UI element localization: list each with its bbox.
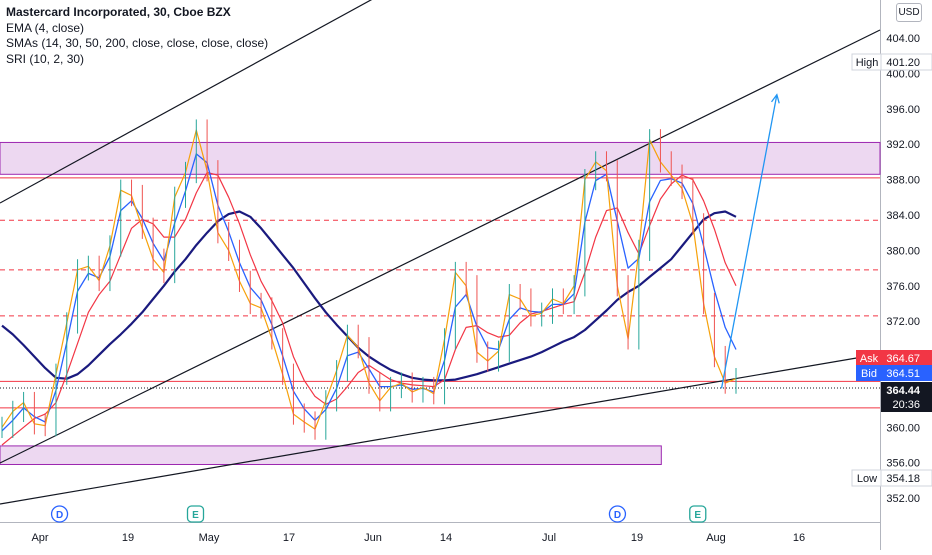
projection-arrow-head [770, 93, 780, 104]
time-tick-label: 19 [631, 532, 643, 544]
price-tick-label: 400.00 [886, 68, 920, 80]
quote-name-box [856, 350, 882, 366]
time-tick-label: 14 [440, 532, 452, 544]
time-tick-label: 16 [793, 532, 805, 544]
dividend-marker [608, 505, 627, 523]
stat-label-name: High [856, 57, 879, 69]
price-axis-background [880, 0, 932, 550]
earnings-marker [689, 505, 707, 523]
quote-name: Ask [860, 353, 879, 365]
stat-value-box [880, 469, 932, 487]
quote-value-box [881, 365, 932, 381]
stat-label-name: Low [857, 473, 877, 485]
quote-value-box [881, 350, 932, 366]
trend-line-upper-channel [0, 29, 881, 464]
price-tick-label: 372.00 [886, 316, 920, 328]
price-tick-label: 392.00 [886, 139, 920, 151]
stat-value-box [880, 53, 932, 71]
quote-value: 364.67 [886, 353, 920, 365]
price-tick-label: 384.00 [886, 210, 920, 222]
price-tick-label: 396.00 [886, 104, 920, 116]
marker-label: E [192, 510, 199, 521]
last-price-box [881, 382, 932, 412]
time-tick-label: Jul [542, 532, 556, 544]
zone-rect [0, 141, 881, 175]
time-axis-background [0, 522, 880, 550]
marker-label: D [56, 510, 63, 521]
price-tick-label: 360.00 [886, 422, 920, 434]
indicator-smas[interactable]: SMAs (14, 30, 50, 200, close, close, clo… [6, 36, 269, 50]
quote-value: 364.51 [886, 368, 920, 380]
time-tick-label: Apr [31, 532, 48, 544]
trend-line-upper-left [0, 0, 373, 204]
zone-rect [0, 445, 662, 465]
marker-label: E [694, 510, 701, 521]
price-tick-label: 388.00 [886, 175, 920, 187]
stat-value: 354.18 [886, 473, 920, 485]
price-tick-label: 352.00 [886, 493, 920, 505]
projection-arrow-line [720, 94, 778, 389]
indicator-sri[interactable]: SRI (10, 2, 30) [6, 51, 85, 66]
chart-title: Mastercard Incorporated, 30, Cboe BZX [6, 5, 231, 19]
time-tick-label: May [199, 532, 220, 544]
time-tick-label: 19 [122, 532, 134, 544]
chart-legend: Mastercard Incorporated, 30, Cboe BZX EM… [6, 5, 268, 67]
stat-value: 401.20 [886, 57, 920, 69]
price-tick-label: 380.00 [886, 245, 920, 257]
price-tick-label: 356.00 [886, 458, 920, 470]
price-tick-label: 404.00 [886, 33, 920, 45]
sma-14-line [1, 171, 737, 446]
time-tick-label: Jun [364, 532, 382, 544]
dividend-marker [50, 505, 69, 523]
indicator-ema[interactable]: EMA (4, close) [6, 20, 85, 35]
bar-countdown: 20:36 [892, 399, 920, 411]
quote-name-box [856, 365, 882, 381]
earnings-marker [186, 505, 205, 523]
quote-name: Bid [861, 368, 877, 380]
price-tick-label: 376.00 [886, 281, 920, 293]
time-tick-label: 17 [283, 532, 295, 544]
time-tick-label: Aug [706, 532, 726, 544]
trend-line-support [0, 353, 881, 505]
marker-label: D [614, 510, 621, 521]
last-price-value: 364.44 [886, 385, 921, 397]
currency-badge[interactable]: USD [896, 3, 922, 22]
